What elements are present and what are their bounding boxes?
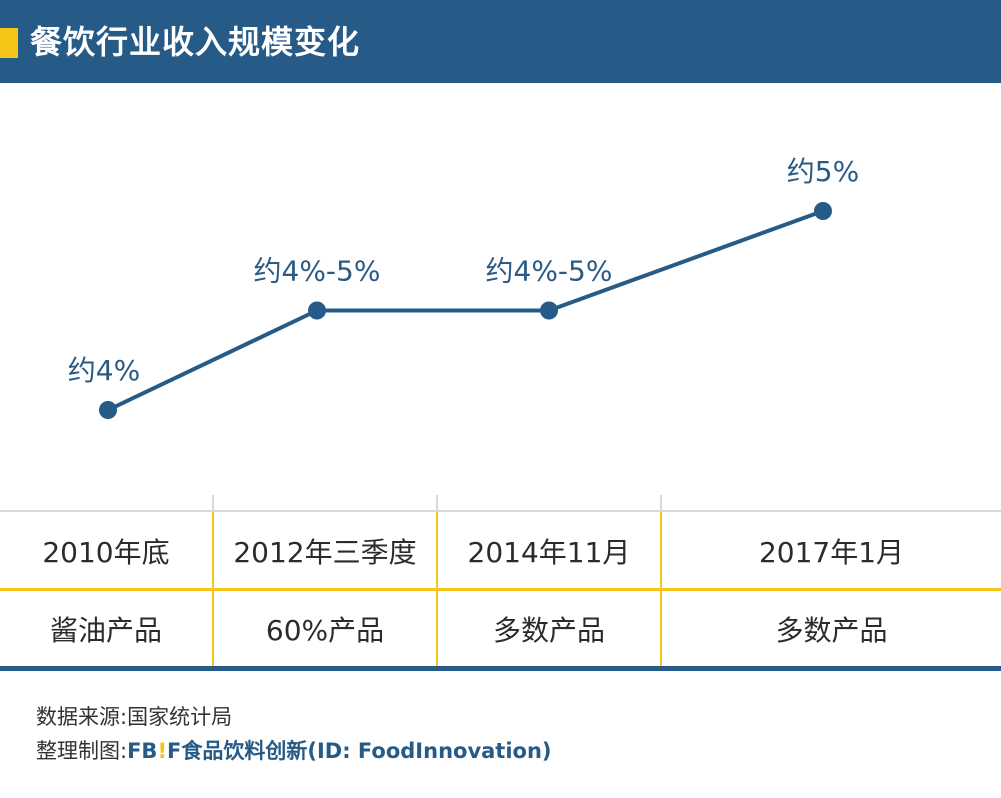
brand-logo: FB!F <box>127 739 181 763</box>
brand-fb: FB <box>127 739 158 763</box>
date-cell: 2017年1月 <box>758 536 905 569</box>
product-row: 酱油产品 60%产品 多数产品 多数产品 <box>0 590 1001 668</box>
credit-prefix: 整理制图: <box>36 739 128 763</box>
product-cell: 酱油产品 <box>49 614 162 647</box>
line-chart: 约4% 约4%-5% 约4%-5% 约5% <box>68 155 859 419</box>
column-tick <box>212 495 214 512</box>
brand-bang: ! <box>157 739 168 763</box>
column-tick <box>660 495 662 512</box>
credit-line: 整理制图:FB!F食品饮料创新(ID: FoodInnovation) <box>36 734 552 768</box>
data-point <box>540 301 558 320</box>
point-label: 约4%-5% <box>486 255 613 288</box>
series-line <box>107 209 824 412</box>
source-line: 数据来源:国家统计局 <box>36 705 233 729</box>
credit-rest: 食品饮料创新(ID: FoodInnovation) <box>181 739 552 763</box>
point-label: 约5% <box>787 155 859 188</box>
data-point <box>99 401 117 419</box>
point-label: 约4% <box>68 354 140 387</box>
header-bar: 餐饮行业收入规模变化 <box>0 0 1001 83</box>
date-row: 2010年底 2012年三季度 2014年11月 2017年1月 <box>0 510 1001 590</box>
date-cell: 2012年三季度 <box>233 536 417 569</box>
date-cell: 2014年11月 <box>467 536 631 569</box>
product-cell: 60%产品 <box>265 614 385 647</box>
date-cell: 2010年底 <box>42 536 170 569</box>
footer: 数据来源:国家统计局 整理制图:FB!F食品饮料创新(ID: FoodInnov… <box>36 700 552 768</box>
row-divider <box>0 588 1001 591</box>
table-bottom-rule <box>0 666 1001 671</box>
point-label: 约4%-5% <box>254 255 381 288</box>
column-tick <box>436 495 438 512</box>
data-point <box>814 202 832 220</box>
timeline-table: 2010年底 2012年三季度 2014年11月 2017年1月 酱油产品 60… <box>0 510 1001 670</box>
data-point <box>308 301 326 320</box>
brand-f: F <box>167 739 182 763</box>
product-cell: 多数产品 <box>492 614 605 647</box>
page-title: 餐饮行业收入规模变化 <box>30 23 361 61</box>
product-cell: 多数产品 <box>775 614 888 647</box>
title-accent-bar <box>0 28 18 58</box>
